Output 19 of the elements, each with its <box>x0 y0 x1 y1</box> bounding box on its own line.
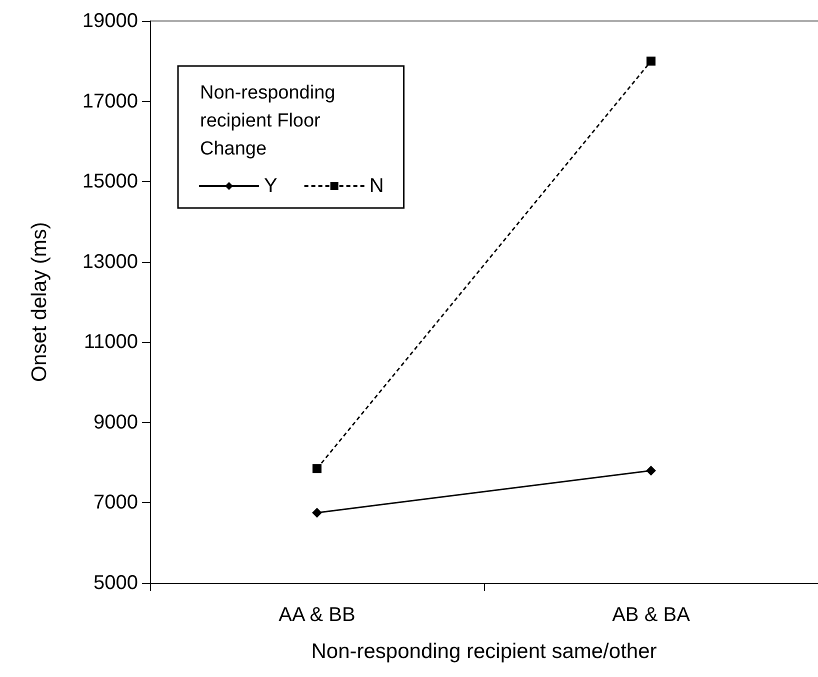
x-tick-label: AB & BA <box>612 604 691 626</box>
point <box>646 56 656 66</box>
point <box>646 466 656 476</box>
y-tick-label: 17000 <box>82 90 138 112</box>
y-axis-title: Onset delay (ms) <box>28 222 51 382</box>
y-tick-label: 9000 <box>94 411 138 434</box>
point <box>312 508 322 518</box>
y-tick-label: 15000 <box>82 170 138 193</box>
x-axis-title: Non-responding recipient same/other <box>311 640 657 663</box>
y-tick-label: 13000 <box>82 250 138 273</box>
y-tick-label: 7000 <box>94 492 138 514</box>
y-tick-label: 5000 <box>94 572 138 594</box>
point <box>312 464 322 474</box>
y-tick-label: 19000 <box>82 10 138 32</box>
legend-label: N <box>369 175 384 197</box>
legend-label: Y <box>264 175 278 197</box>
y-tick-label: 11000 <box>84 331 138 354</box>
x-tick-label: AA & BB <box>278 604 356 626</box>
legend-title: Non-responding recipient Floor Change <box>200 82 340 160</box>
